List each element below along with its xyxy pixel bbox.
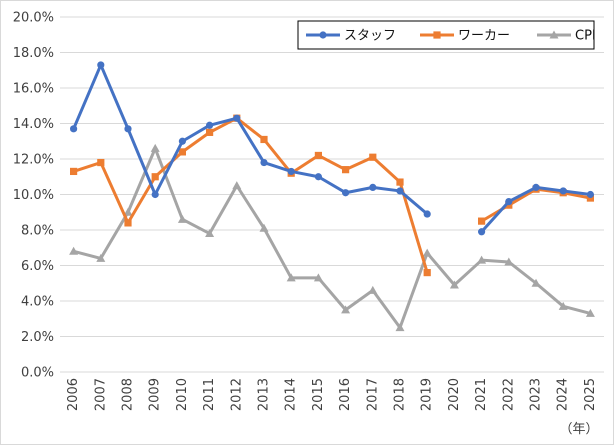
data-point [369,183,377,191]
data-point [586,190,595,199]
x-tick-label: 2021 [474,378,489,411]
data-point [342,166,350,174]
data-point [151,173,159,181]
data-point [559,187,567,195]
data-point [449,280,459,289]
x-tick-label: 2011 [202,378,217,411]
data-point [504,257,514,266]
data-point [477,255,487,264]
data-point [178,148,186,156]
y-tick-label: 12.0% [13,153,54,168]
x-tick-label: 2013 [257,378,272,411]
data-point [478,228,486,236]
y-tick-label: 14.0% [13,117,54,132]
data-point [124,219,132,227]
x-tick-label: 2010 [175,378,190,411]
data-point [205,229,215,238]
legend-label: CPI [575,29,596,44]
data-point [260,158,268,167]
data-point [314,151,322,160]
legend-marker [319,31,327,39]
y-tick-label: 2.0% [21,330,54,345]
data-point [70,167,78,176]
data-point [532,183,540,191]
data-point [313,273,323,282]
data-point [342,189,350,197]
x-tick-label: 2007 [93,378,108,411]
data-point [70,125,78,133]
x-tick-label: 2015 [311,378,326,411]
y-tick-label: 16.0% [13,82,54,97]
y-tick-label: 18.0% [13,46,54,61]
y-tick-label: 8.0% [21,224,54,239]
data-point [233,114,241,122]
data-point [151,190,159,199]
data-point [97,61,105,69]
x-tick-label: 2018 [393,378,408,411]
data-point [123,207,133,216]
data-point [505,198,513,206]
data-point [287,167,295,176]
data-point [206,121,214,129]
series-line [73,116,429,274]
data-point [341,305,351,314]
y-tick-label: 4.0% [21,295,54,310]
data-point [124,125,132,133]
data-point [232,181,242,190]
data-point [206,128,214,136]
x-tick-label: 2025 [583,378,598,411]
x-tick-label: 2017 [365,378,380,411]
y-tick-label: 20.0% [13,11,54,26]
x-tick-label: 2008 [121,378,136,411]
legend-label: スタッフ [344,29,396,44]
legend-label: ワーカー [458,29,510,44]
data-point [150,143,160,152]
data-point [558,301,568,310]
data-point [97,158,105,167]
data-point [422,248,432,257]
data-point [286,273,296,282]
data-point [259,223,269,232]
data-point [478,217,486,225]
data-point [178,137,186,145]
x-tick-label: 2006 [66,378,81,411]
data-point [396,187,404,195]
data-point [531,278,541,287]
y-tick-label: 10.0% [13,188,54,203]
data-point [395,323,405,332]
legend-marker [549,30,559,39]
data-point [369,153,377,161]
data-point [314,173,322,181]
x-tick-label: 2022 [501,378,516,411]
x-tick-label: 2009 [148,378,163,411]
data-point [585,308,595,317]
data-point [69,246,79,255]
series-line [480,187,591,223]
y-tick-label: 6.0% [21,259,54,274]
data-point [260,135,268,144]
data-point [423,269,431,277]
data-point [177,214,187,223]
data-point [368,285,378,294]
series-line [73,146,591,330]
x-tick-label: 2016 [338,378,353,411]
y-tick-label: 0.0% [21,366,54,381]
x-tick-label: 2023 [529,378,544,411]
data-point [96,253,106,262]
data-point [423,210,431,218]
x-tick-label: 2024 [556,378,571,411]
series-line [72,63,429,216]
x-unit-label: （年） [559,422,598,437]
legend-marker [433,31,441,39]
x-tick-label: 2014 [284,378,299,411]
x-tick-label: 2019 [420,378,435,411]
x-tick-label: 2020 [447,378,462,411]
data-point [396,178,404,186]
x-tick-label: 2012 [229,378,244,411]
